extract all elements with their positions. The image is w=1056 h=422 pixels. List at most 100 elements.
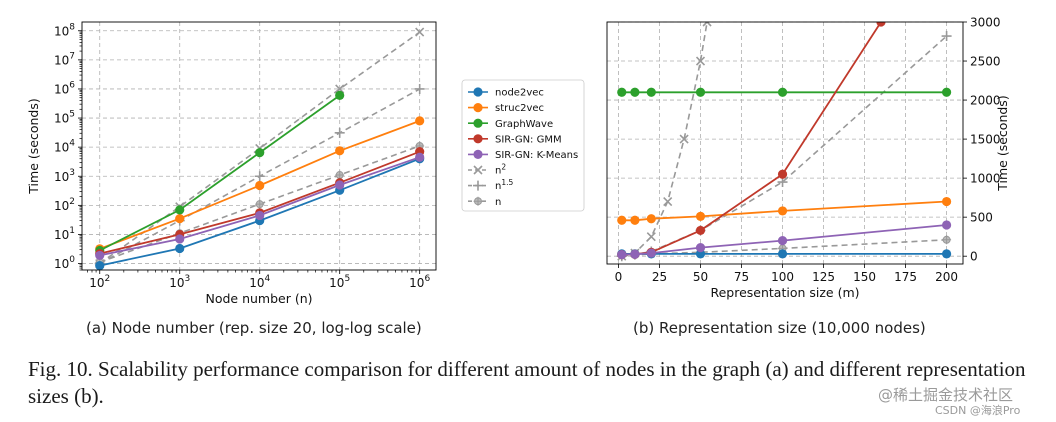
data-point-n1-5 <box>414 83 425 94</box>
x-tick-label: 75 <box>734 270 749 284</box>
legend-entry: SIR-GN: GMM <box>468 134 562 145</box>
data-point-sir-gn--k-means <box>335 180 345 190</box>
series-group <box>94 27 425 270</box>
series-group <box>616 22 952 262</box>
caption-a: (a) Node number (rep. size 20, log-log s… <box>86 319 422 337</box>
data-point-n2 <box>663 196 673 207</box>
data-point-struc2vec <box>175 214 185 224</box>
legend-marker <box>473 87 483 97</box>
x-tick-label: 102 <box>89 274 110 290</box>
watermark-line1: @稀土掘金技术社区 <box>878 386 1014 404</box>
legend-label: n <box>495 197 501 208</box>
data-point-n <box>255 199 265 209</box>
data-point-node2vec <box>175 243 185 254</box>
data-point-node2vec <box>777 249 788 259</box>
y-tick-label: 104 <box>54 139 75 155</box>
legend-marker <box>473 180 483 191</box>
y-axis-label: Time (seconds) <box>26 98 41 194</box>
legend-entry: n2 <box>468 163 506 177</box>
data-point-n2 <box>702 22 712 27</box>
data-point-graphwave <box>695 87 706 97</box>
data-point-sir-gn--k-means <box>695 243 706 253</box>
data-point-n2 <box>415 27 425 37</box>
x-tick-label: 100 <box>771 270 794 284</box>
data-point-graphwave <box>175 205 185 215</box>
legend-entry: GraphWave <box>468 118 553 130</box>
data-point-graphwave <box>630 87 640 97</box>
data-point-sir-gn--gmm <box>695 225 706 236</box>
data-point-n1-5 <box>334 127 345 138</box>
y-tick-label: 108 <box>54 22 75 38</box>
legend-entry: n <box>468 196 501 208</box>
data-point-sir-gn--k-means <box>630 249 640 259</box>
chart-b-representation-size: 0 25 50 75 100 125 150 175 200050010001500200025… <box>606 16 1010 300</box>
y-tick-label: 0 <box>970 250 978 264</box>
y-tick-label: 2500 <box>970 55 1001 69</box>
x-tick-label: 50 <box>693 270 708 284</box>
y-tick-label: 100 <box>54 255 75 271</box>
y-tick-label: 105 <box>54 110 75 126</box>
data-point-n2 <box>646 232 656 242</box>
data-point-n2 <box>335 84 345 94</box>
data-point-graphwave <box>617 87 627 97</box>
legend-entry: n1.5 <box>468 178 513 192</box>
legend-label: node2vec <box>495 88 544 99</box>
data-point-n <box>942 235 952 245</box>
data-point-sir-gn--k-means <box>617 250 627 260</box>
legend-label: SIR-GN: GMM <box>495 134 562 145</box>
caption-b: (b) Representation size (10,000 nodes) <box>633 319 926 337</box>
y-tick-label: 1500 <box>970 133 1001 147</box>
data-point-sir-gn--k-means <box>255 210 265 221</box>
x-tick-label: 125 <box>812 270 835 284</box>
data-point-sir-gn--gmm <box>777 169 788 179</box>
legend-label: n1.5 <box>495 178 513 192</box>
plot-frame <box>606 21 964 265</box>
legend-marker <box>473 134 483 144</box>
x-tick-label: 150 <box>853 270 876 284</box>
grid <box>82 22 436 270</box>
y-tick-label: 500 <box>970 211 993 225</box>
data-point-struc2vec <box>630 215 640 225</box>
legend: node2vec struc2vec GraphWave SIR-GN: GMM SIR… <box>461 79 585 212</box>
y-tick-label: 3000 <box>970 16 1001 30</box>
data-point-sir-gn--k-means <box>777 235 788 246</box>
data-point-struc2vec <box>777 206 788 216</box>
data-point-sir-gn--k-means <box>941 220 952 230</box>
y-tick-label: 103 <box>54 168 75 184</box>
legend-marker <box>473 118 483 128</box>
x-tick-label: 105 <box>329 274 350 290</box>
data-point-graphwave <box>255 147 265 158</box>
x-axis-label: Representation size (m) <box>710 285 859 300</box>
data-point-struc2vec <box>415 116 425 126</box>
figure-caption: Fig. 10. Scalability performance compari… <box>28 357 1026 408</box>
plot-background <box>607 22 963 264</box>
x-tick-label: 200 <box>935 270 958 284</box>
data-point-sir-gn--k-means <box>415 152 425 162</box>
legend-box <box>461 79 585 212</box>
legend-label: struc2vec <box>495 103 544 114</box>
data-point-struc2vec <box>617 215 627 225</box>
legend-label: GraphWave <box>495 119 553 130</box>
y-tick-label: 106 <box>54 80 75 96</box>
legend-marker <box>473 149 483 159</box>
data-point-struc2vec <box>941 196 952 207</box>
y-tick-label: 101 <box>54 226 75 242</box>
data-point-struc2vec <box>695 211 706 221</box>
data-point-n2 <box>695 56 706 66</box>
data-point-n <box>335 170 345 180</box>
legend-entry: node2vec <box>468 87 544 99</box>
x-tick-label: 103 <box>169 274 190 290</box>
x-tick-label: 25 <box>652 270 667 284</box>
data-point-sir-gn--k-means <box>175 234 185 244</box>
data-point-graphwave <box>941 87 952 97</box>
legend-label: SIR-GN: K-Means <box>495 150 578 161</box>
data-point-sir-gn--k-means <box>95 250 105 261</box>
legend-marker <box>473 196 483 206</box>
data-point-n1-5 <box>254 171 265 182</box>
legend-marker <box>473 103 483 113</box>
legend-entry: struc2vec <box>468 103 544 114</box>
chart-a-node-number: 102 103 104 105 106 100 101 102 103 104 105 106 107 1… <box>26 21 437 306</box>
data-point-graphwave <box>335 90 345 101</box>
y-axis-label: Time (seconds) <box>995 95 1010 191</box>
data-point-struc2vec <box>335 146 345 156</box>
